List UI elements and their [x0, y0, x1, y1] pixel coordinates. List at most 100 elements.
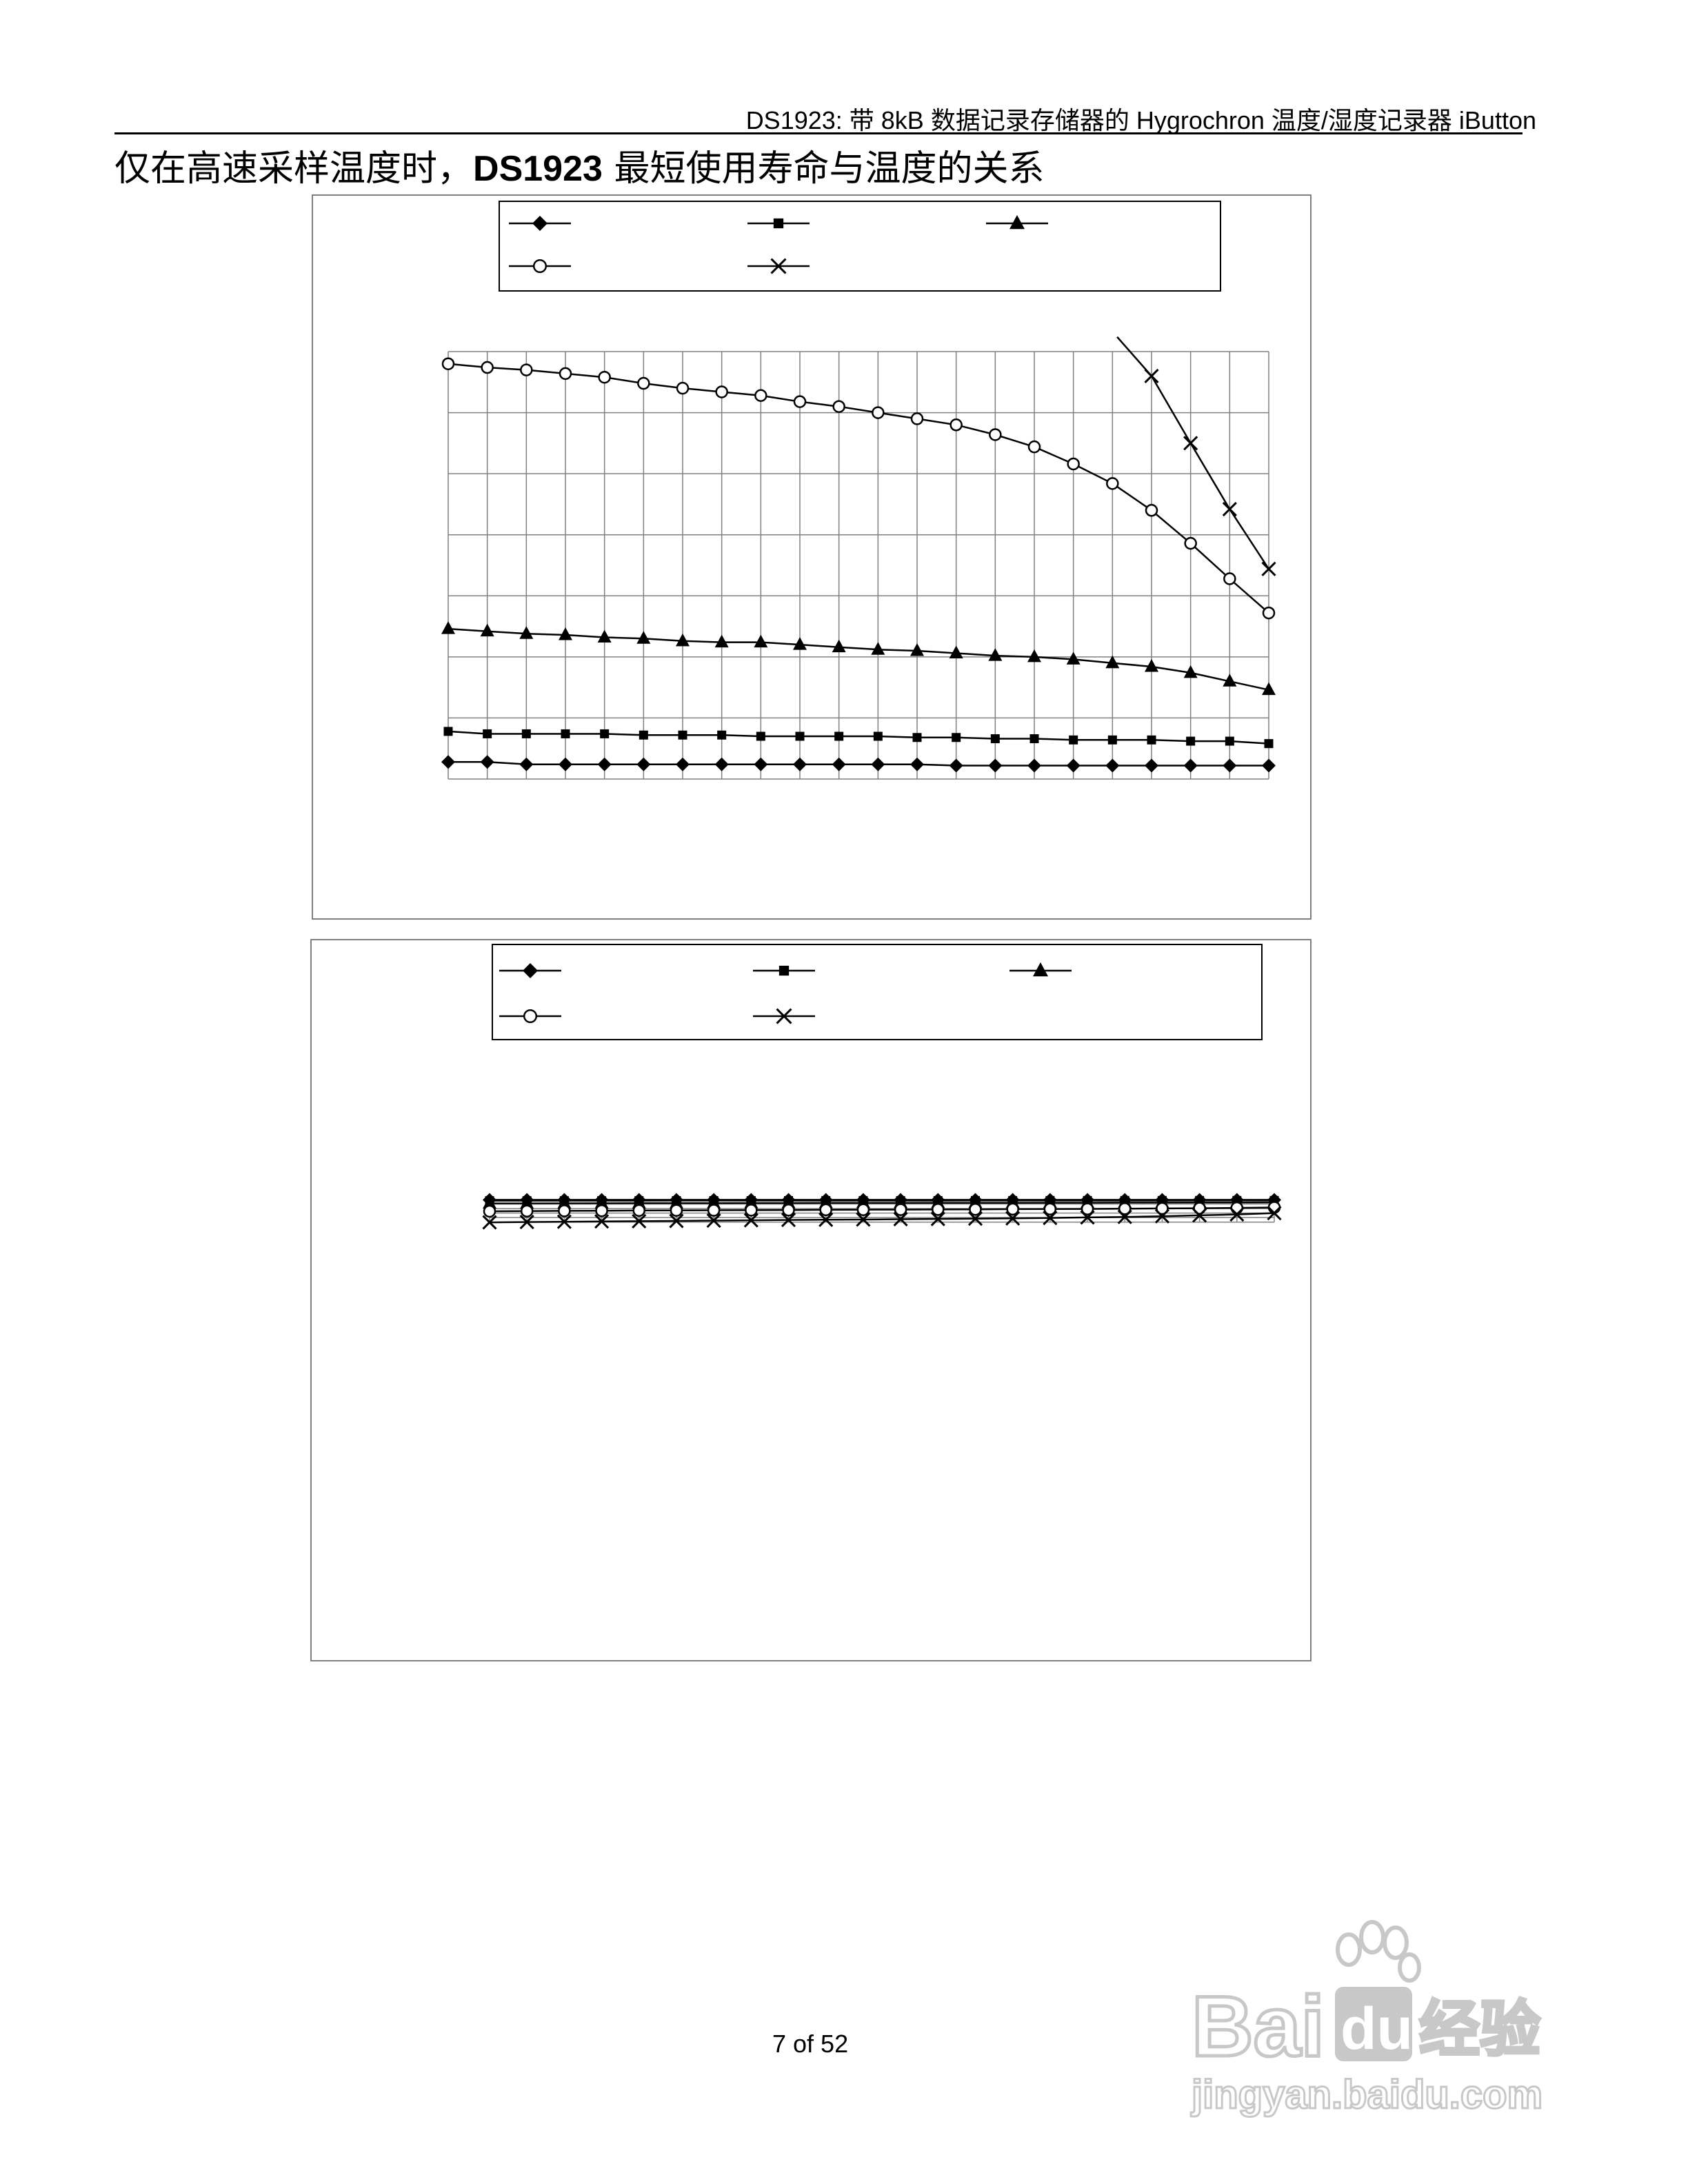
data-point: [676, 633, 690, 647]
data-point: [443, 727, 453, 736]
data-point: [1069, 735, 1078, 745]
data-point: [952, 733, 961, 742]
data-point: [1262, 682, 1276, 696]
watermark-brand-a: Bai: [1192, 1979, 1325, 2074]
legend-marker: [1009, 214, 1025, 230]
data-point: [967, 1211, 983, 1226]
series-diamond: [441, 755, 1276, 773]
data-point: [856, 1203, 870, 1216]
legend-marker: [532, 259, 547, 274]
data-point: [932, 1203, 945, 1216]
legend-item: [499, 1009, 561, 1024]
chart-8bit-lifetime: [312, 194, 1312, 920]
data-point: [969, 1202, 982, 1216]
data-point: [707, 1204, 721, 1217]
watermark-brand-cn: 经验: [1419, 1994, 1540, 2065]
data-point: [1267, 1201, 1281, 1214]
data-point: [1183, 436, 1198, 451]
series-x: [482, 1206, 1282, 1230]
legend-item: [747, 258, 810, 274]
data-point: [1183, 665, 1198, 678]
data-point: [754, 757, 768, 771]
watermark-du-box: [1335, 1987, 1412, 2061]
data-point: [818, 1212, 834, 1227]
legend-item: [499, 963, 561, 978]
data-point: [832, 400, 845, 413]
data-point: [1067, 457, 1080, 471]
data-point: [637, 376, 650, 390]
data-point: [871, 757, 885, 771]
data-point: [1145, 504, 1158, 517]
watermark-brand-b: du: [1340, 1996, 1413, 2062]
data-point: [632, 1204, 646, 1217]
data-point: [1262, 606, 1276, 620]
data-point: [715, 385, 728, 398]
paw-icon: [1336, 1920, 1421, 1983]
data-point: [781, 1213, 796, 1228]
data-point: [1043, 1211, 1058, 1226]
data-point: [1118, 1202, 1132, 1215]
data-point: [949, 645, 963, 659]
data-point: [1027, 440, 1041, 454]
data-point: [632, 1213, 647, 1228]
data-point: [1184, 536, 1197, 550]
data-point: [600, 729, 610, 738]
legend-marker: [1033, 962, 1048, 977]
data-point: [1262, 758, 1276, 773]
data-point: [598, 370, 611, 384]
data-point: [1081, 1202, 1094, 1215]
data-point: [1005, 1211, 1021, 1226]
data-point: [832, 639, 846, 653]
data-point: [639, 730, 648, 740]
series-line: [448, 363, 1269, 614]
data-point: [754, 389, 767, 403]
legend-item: [753, 965, 815, 976]
legend-marker: [523, 1009, 538, 1024]
data-point: [441, 755, 455, 769]
data-point: [782, 1203, 795, 1217]
data-point: [893, 1211, 908, 1227]
data-point: [1223, 758, 1237, 773]
data-point: [795, 731, 805, 741]
data-point: [819, 1203, 832, 1217]
data-point: [483, 1204, 496, 1218]
data-point: [561, 729, 570, 738]
series-line: [448, 627, 1269, 691]
legend-item: [986, 214, 1048, 230]
data-point: [520, 1204, 534, 1217]
chart-8bit-svg: [441, 201, 1276, 780]
data-point: [1144, 368, 1159, 383]
data-point: [793, 637, 807, 650]
data-point: [519, 626, 534, 639]
data-point: [441, 357, 455, 370]
data-point: [1156, 1202, 1169, 1215]
data-point: [594, 1214, 610, 1229]
legend-marker: [770, 258, 787, 274]
data-point: [949, 758, 963, 773]
data-point: [1080, 1210, 1095, 1225]
data-point: [1066, 651, 1081, 665]
data-point: [1106, 477, 1119, 490]
chart-11bit-svg: [482, 944, 1282, 1230]
data-point: [556, 1214, 572, 1229]
data-point: [1223, 674, 1237, 687]
data-point: [670, 1204, 683, 1217]
data-point: [756, 731, 765, 741]
data-point: [558, 1204, 571, 1217]
series-line: [448, 730, 1269, 745]
legend-marker: [532, 216, 547, 231]
data-point: [597, 757, 612, 771]
legend-item: [753, 1008, 815, 1024]
data-point: [832, 757, 846, 771]
series-line: [490, 1201, 1275, 1204]
data-point: [1105, 655, 1120, 669]
data-point: [557, 1195, 572, 1209]
data-point: [856, 1212, 871, 1227]
watermark-url: jingyan.baidu.com: [1191, 2072, 1543, 2117]
data-point: [714, 757, 729, 771]
data-point: [676, 381, 690, 395]
data-point: [483, 1195, 496, 1209]
data-point: [594, 1195, 609, 1209]
legend-item: [1009, 962, 1072, 977]
baidu-watermark: Bai du 经验 jingyan.baidu.com: [1190, 1920, 1544, 2118]
